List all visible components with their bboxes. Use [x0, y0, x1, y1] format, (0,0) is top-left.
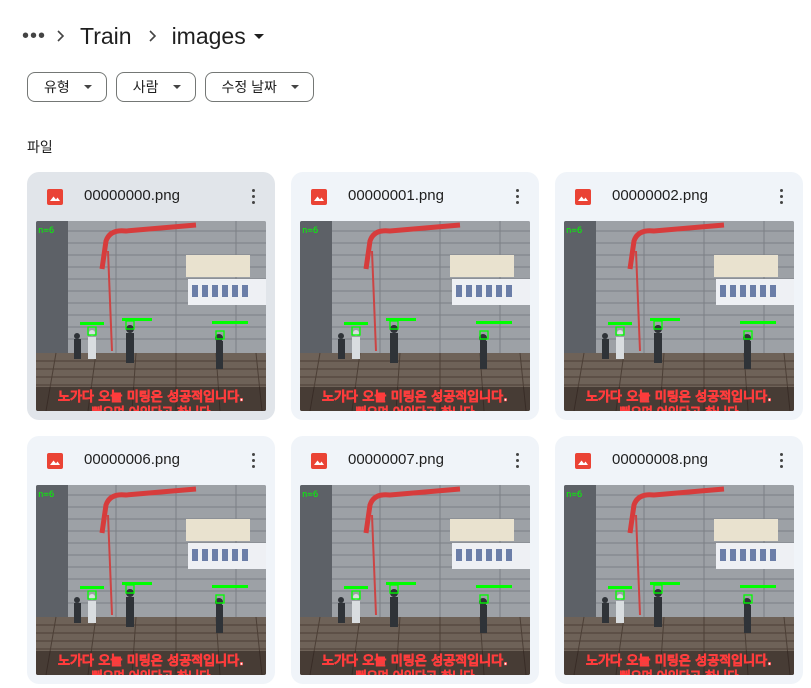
thumbnail-count-label: n=6: [566, 490, 582, 500]
file-thumbnail: n=6 노가다 오늘 미팅은 성공적입니다. 뻐오며 어인다고 하니다: [564, 221, 794, 411]
filter-people-chip[interactable]: 사람: [115, 72, 196, 102]
filter-modified-chip[interactable]: 수정 날짜: [204, 72, 314, 102]
dropdown-arrow-icon: [172, 85, 181, 89]
file-card[interactable]: 00000001.png: [291, 172, 539, 420]
file-name: 00000001.png: [348, 187, 444, 204]
breadcrumb-item-images[interactable]: images: [166, 23, 266, 50]
breadcrumb-current-label: images: [171, 22, 246, 49]
more-vert-icon[interactable]: [767, 446, 795, 474]
filter-modified-label: 수정 날짜: [221, 79, 277, 95]
image-file-icon: [47, 189, 63, 205]
more-vert-icon[interactable]: [239, 446, 267, 474]
breadcrumb-item-train[interactable]: Train: [80, 22, 132, 49]
file-thumbnail: n=6 노가다 오늘 미팅은 성공적입니다. 뻐오며 어인다고 하니다: [300, 485, 530, 675]
more-vert-icon[interactable]: [767, 182, 795, 210]
image-file-icon: [311, 453, 327, 469]
thumbnail-subtitle-line2: 뻐오며 어인다고 하니다: [356, 668, 475, 675]
file-name: 00000008.png: [612, 451, 708, 468]
file-name: 00000000.png: [84, 187, 180, 204]
more-vert-icon[interactable]: [503, 446, 531, 474]
filter-type-chip[interactable]: 유형: [27, 72, 107, 102]
file-grid: 00000000.png: [27, 172, 803, 684]
more-horiz-icon[interactable]: •••: [22, 24, 47, 47]
file-card[interactable]: 00000000.png: [27, 172, 275, 420]
thumbnail-subtitle-line2: 뻐오며 어인다고 하니다: [92, 668, 211, 675]
file-thumbnail: n=6 노가다 오늘 미팅은 성공적입니다. 뻐오며 어인다고 하니다: [564, 485, 794, 675]
thumbnail-subtitle-line2: 뻐오며 어인다고 하니다: [356, 404, 475, 411]
thumbnail-count-label: n=6: [38, 490, 54, 500]
image-file-icon: [575, 189, 591, 205]
file-card[interactable]: 00000008.png: [555, 436, 803, 684]
thumbnail-subtitle-line2: 뻐오며 어인다고 하니다: [620, 404, 739, 411]
chevron-right-icon: [46, 28, 74, 44]
thumbnail-count-label: n=6: [38, 226, 54, 236]
file-name: 00000002.png: [612, 187, 708, 204]
file-thumbnail: n=6 노가다 오늘 미팅은 성공적입니다. 뻐오며 어인다고 하니다: [36, 485, 266, 675]
file-thumbnail: n=6 노가다 오늘 미팅은 성공적입니다. 뻐오며 어인다고 하니다: [300, 221, 530, 411]
thumbnail-subtitle-line1: 노가다 오늘 미팅은 성공적입니다.: [586, 653, 772, 669]
file-card[interactable]: 00000002.png: [555, 172, 803, 420]
breadcrumb: ••• Train images: [22, 18, 266, 54]
file-thumbnail: n=6 노가다 오늘 미팅은 성공적입니다. 뻐오며 어인다고 하니다: [36, 221, 266, 411]
image-file-icon: [311, 189, 327, 205]
chevron-right-icon: [138, 28, 166, 44]
image-file-icon: [47, 453, 63, 469]
thumbnail-count-label: n=6: [566, 226, 582, 236]
dropdown-arrow-icon: [253, 33, 264, 39]
more-vert-icon[interactable]: [239, 182, 267, 210]
file-name: 00000006.png: [84, 451, 180, 468]
more-vert-icon[interactable]: [503, 182, 531, 210]
file-name: 00000007.png: [348, 451, 444, 468]
thumbnail-subtitle-line1: 노가다 오늘 미팅은 성공적입니다.: [586, 389, 772, 405]
section-title: 파일: [27, 139, 53, 155]
thumbnail-subtitle-line1: 노가다 오늘 미팅은 성공적입니다.: [58, 389, 244, 405]
thumbnail-count-label: n=6: [302, 226, 318, 236]
thumbnail-subtitle-line1: 노가다 오늘 미팅은 성공적입니다.: [322, 653, 508, 669]
dropdown-arrow-icon: [290, 85, 299, 89]
thumbnail-subtitle-line1: 노가다 오늘 미팅은 성공적입니다.: [322, 389, 508, 405]
dropdown-arrow-icon: [83, 85, 92, 89]
thumbnail-count-label: n=6: [302, 490, 318, 500]
filter-bar: 유형 사람 수정 날짜: [27, 72, 314, 102]
thumbnail-subtitle-line1: 노가다 오늘 미팅은 성공적입니다.: [58, 653, 244, 669]
filter-type-label: 유형: [44, 79, 70, 95]
thumbnail-subtitle-line2: 뻐오며 어인다고 하니다: [620, 668, 739, 675]
filter-people-label: 사람: [132, 79, 159, 95]
thumbnail-subtitle-line2: 뻐오며 어인다고 하니다: [92, 404, 211, 411]
file-card[interactable]: 00000006.png: [27, 436, 275, 684]
file-card[interactable]: 00000007.png: [291, 436, 539, 684]
image-file-icon: [575, 453, 591, 469]
